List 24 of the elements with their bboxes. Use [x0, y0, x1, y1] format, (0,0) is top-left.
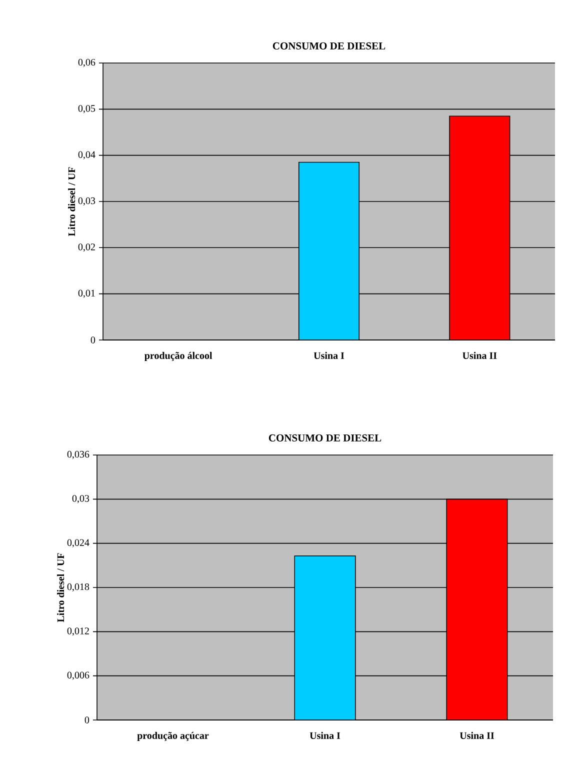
chart-title: CONSUMO DE DIESEL: [268, 434, 382, 442]
y-tick-label: 0,006: [67, 672, 90, 680]
y-tick-label: 0,04: [78, 151, 96, 160]
x-tick-label: Usina I: [314, 352, 344, 359]
chart-title: CONSUMO DE DIESEL: [272, 42, 386, 50]
y-tick-label: 0: [90, 336, 96, 344]
y-tick-label: 0,018: [67, 583, 90, 592]
x-tick-label: produção álcool: [144, 352, 212, 362]
y-tick-label: 0,02: [78, 244, 95, 252]
y-tick-label: 0: [84, 716, 90, 724]
y-tick-label: 0,01: [78, 290, 95, 298]
y-tick-label: 0,06: [78, 58, 96, 68]
y-tick-label: 0,05: [78, 105, 96, 114]
x-tick-label: Usina I: [310, 732, 340, 739]
y-tick-label: 0,03: [78, 197, 96, 206]
y-axis-title: Litro diesel / UF: [57, 553, 64, 622]
y-tick-label: 0,012: [67, 628, 89, 636]
x-tick-label: Usina II: [462, 352, 497, 359]
x-tick-label: produção açúcar: [137, 732, 209, 742]
x-tick-label: Usina II: [460, 732, 494, 739]
y-tick-label: 0,03: [72, 495, 90, 504]
y-tick-label: 0,024: [67, 539, 90, 548]
y-tick-label: 0,036: [67, 450, 90, 460]
y-axis-title: Litro diesel / UF: [68, 167, 76, 236]
